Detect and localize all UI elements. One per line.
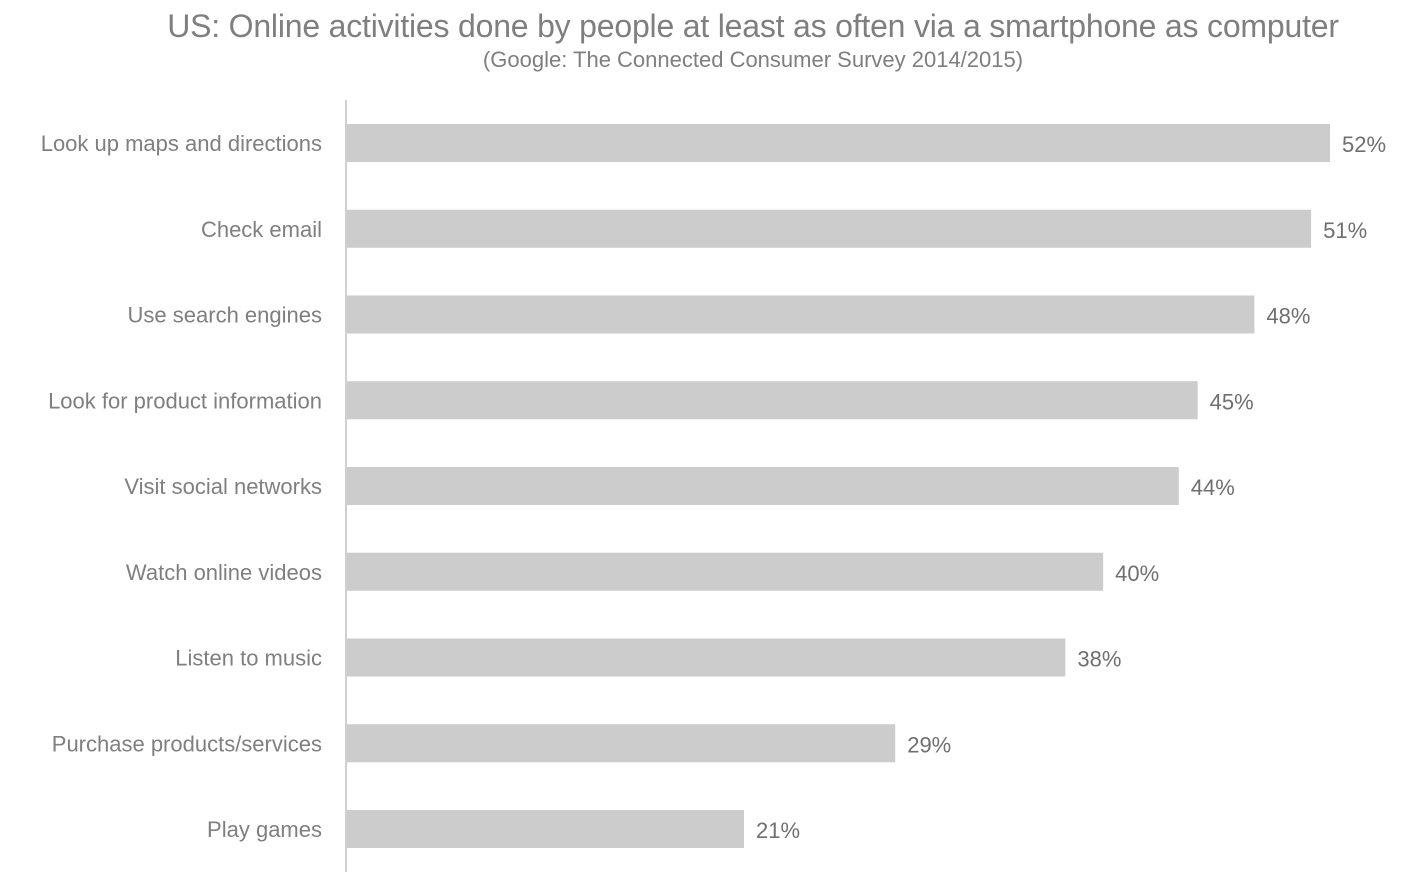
data-label: 38% bbox=[1077, 647, 1121, 672]
bar bbox=[347, 124, 1330, 162]
category-label: Check email bbox=[201, 217, 322, 242]
bars-group: Look up maps and directions 52% Check emai… bbox=[41, 124, 1386, 848]
bar bbox=[347, 381, 1198, 420]
data-label: 51% bbox=[1323, 218, 1367, 243]
category-label: Visit social networks bbox=[124, 474, 322, 499]
data-label: 29% bbox=[907, 732, 951, 757]
bar bbox=[347, 295, 1255, 334]
category-label: Use search engines bbox=[128, 303, 322, 328]
bar bbox=[347, 638, 1066, 677]
category-label: Listen to music bbox=[175, 646, 322, 671]
data-label: 52% bbox=[1342, 132, 1386, 157]
category-label: Play games bbox=[207, 817, 322, 842]
data-label: 21% bbox=[756, 818, 800, 843]
category-label: Look for product information bbox=[48, 388, 322, 413]
bar bbox=[347, 552, 1104, 591]
data-label: 45% bbox=[1210, 389, 1254, 414]
chart-title: US: Online activities done by people at … bbox=[167, 8, 1339, 44]
bar bbox=[347, 810, 744, 848]
category-label: Purchase products/services bbox=[52, 731, 322, 756]
data-label: 48% bbox=[1266, 304, 1310, 329]
data-label: 44% bbox=[1191, 475, 1235, 500]
category-label: Look up maps and directions bbox=[41, 131, 322, 156]
chart-subtitle: (Google: The Connected Consumer Survey 2… bbox=[482, 47, 1024, 72]
category-label: Watch online videos bbox=[126, 560, 322, 585]
data-label: 40% bbox=[1115, 561, 1159, 586]
bar bbox=[347, 209, 1312, 248]
bar bbox=[347, 467, 1179, 505]
bar bbox=[347, 724, 896, 763]
